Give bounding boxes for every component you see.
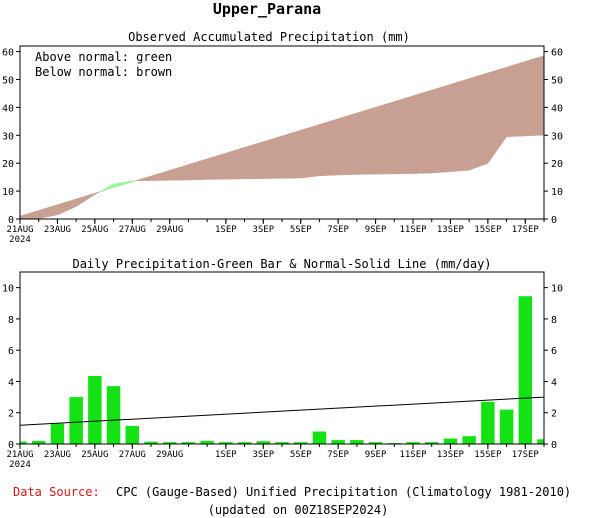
daily-bar-27 <box>518 296 533 444</box>
accum-xtick-label-3: 27AUG <box>119 225 146 235</box>
daily-x-sublabel: 2024 <box>9 460 31 470</box>
accum-ytick-label-right-3: 30 <box>551 131 563 142</box>
accum-xtick-label-12: 15SEP <box>474 225 502 235</box>
daily-bar-17 <box>331 440 345 444</box>
daily-bar-24 <box>462 436 476 444</box>
accum-xtick-label-10: 11SEP <box>399 225 427 235</box>
data-source-label: Data Source: <box>13 485 100 499</box>
daily-xtick-label-4: 29AUG <box>156 450 183 460</box>
daily-ytick-label-left-5: 10 <box>2 284 14 295</box>
daily-xtick-label-8: 7SEP <box>327 450 349 460</box>
legend-above-normal: Above normal: green <box>35 50 172 64</box>
accum-ytick-label-left-1: 10 <box>2 187 14 198</box>
daily-bar-4 <box>88 375 102 444</box>
daily-ytick-label-left-4: 8 <box>8 315 14 326</box>
daily-bar-22 <box>424 442 439 444</box>
accum-ytick-label-right-0: 0 <box>551 215 557 226</box>
daily-bar-1 <box>31 440 46 444</box>
accum-xtick-label-4: 29AUG <box>156 225 183 235</box>
daily-xtick-label-9: 9SEP <box>365 450 387 460</box>
accum-xtick-label-7: 5SEP <box>290 225 312 235</box>
daily-bar-0 <box>20 441 27 444</box>
daily-ytick-label-right-3: 6 <box>551 346 557 357</box>
accum-ytick-label-right-2: 20 <box>551 159 563 170</box>
accum-xtick-label-1: 23AUG <box>44 225 71 235</box>
daily-ytick-label-right-4: 8 <box>551 315 557 326</box>
daily-precipitation-chart: Daily Precipitation-Green Bar & Normal-S… <box>2 257 563 470</box>
daily-xtick-label-0: 21AUG <box>6 450 33 460</box>
accum-ytick-label-left-2: 20 <box>2 159 14 170</box>
daily-bar-26 <box>499 409 514 444</box>
accum-ytick-label-left-6: 60 <box>2 48 14 59</box>
daily-bar-15 <box>293 442 308 444</box>
daily-xtick-label-5: 1SEP <box>215 450 237 460</box>
accum-xtick-label-2: 25AUG <box>81 225 108 235</box>
accum-ytick-label-right-6: 60 <box>551 48 563 59</box>
daily-ytick-label-left-0: 0 <box>8 440 14 451</box>
daily-xtick-label-3: 27AUG <box>119 450 146 460</box>
daily-bar-10 <box>200 440 214 444</box>
daily-bar-9 <box>181 442 196 444</box>
accum-xtick-label-6: 3SEP <box>252 225 274 235</box>
daily-bar-13 <box>256 441 271 444</box>
daily-bar-6 <box>125 426 140 444</box>
daily-bar-19 <box>368 442 383 444</box>
daily-xtick-label-13: 17SEP <box>512 450 540 460</box>
daily-bar-8 <box>162 442 177 444</box>
data-source-text: CPC (Gauge-Based) Unified Precipitation … <box>116 485 571 499</box>
daily-bar-21 <box>406 442 420 444</box>
daily-bar-7 <box>144 441 158 444</box>
daily-bar-28 <box>537 439 544 444</box>
daily-xtick-label-10: 11SEP <box>399 450 427 460</box>
daily-xtick-label-6: 3SEP <box>252 450 274 460</box>
accum-xtick-label-11: 13SEP <box>437 225 465 235</box>
daily-bar-11 <box>219 442 233 444</box>
daily-ytick-label-left-2: 4 <box>8 377 14 388</box>
accum-xtick-label-0: 21AUG <box>6 225 33 235</box>
accum-ytick-label-left-3: 30 <box>2 131 14 142</box>
daily-chart-title: Daily Precipitation-Green Bar & Normal-S… <box>72 257 491 271</box>
daily-xtick-label-1: 23AUG <box>44 450 71 460</box>
accum-xtick-label-5: 1SEP <box>215 225 237 235</box>
daily-ytick-label-right-0: 0 <box>551 440 557 451</box>
accum-ytick-label-right-1: 10 <box>551 187 563 198</box>
daily-ytick-label-right-2: 4 <box>551 377 557 388</box>
page-title: Upper_Parana <box>213 0 321 18</box>
normal-daily-line <box>19 396 545 426</box>
daily-bar-16 <box>312 431 327 444</box>
daily-ytick-label-left-1: 2 <box>8 409 14 420</box>
accum-ytick-label-left-0: 0 <box>8 215 14 226</box>
daily-xtick-label-7: 5SEP <box>290 450 312 460</box>
accum-ytick-label-left-5: 50 <box>2 75 14 86</box>
accum-ytick-label-left-4: 40 <box>2 103 14 114</box>
daily-bar-5 <box>106 386 121 444</box>
daily-ytick-label-left-3: 6 <box>8 346 14 357</box>
daily-bar-23 <box>443 438 458 444</box>
daily-bar-12 <box>237 442 252 444</box>
footer: Data Source: CPC (Gauge-Based) Unified P… <box>13 485 571 517</box>
daily-bar-14 <box>275 442 289 444</box>
accum-xtick-label-9: 9SEP <box>365 225 387 235</box>
daily-bar-25 <box>481 401 495 444</box>
daily-bar-2 <box>50 423 65 444</box>
accumulated-precipitation-chart: Observed Accumulated Precipitation (mm) … <box>2 30 563 245</box>
daily-xtick-label-2: 25AUG <box>81 450 108 460</box>
accum-xtick-label-13: 17SEP <box>512 225 540 235</box>
accum-ytick-label-right-4: 40 <box>551 103 563 114</box>
daily-xtick-label-12: 15SEP <box>474 450 502 460</box>
daily-xtick-label-11: 13SEP <box>437 450 465 460</box>
daily-bar-3 <box>69 397 83 444</box>
accum-xtick-label-8: 7SEP <box>327 225 349 235</box>
legend-below-normal: Below normal: brown <box>35 65 172 79</box>
accum-x-sublabel: 2024 <box>9 235 31 245</box>
daily-ytick-label-right-1: 2 <box>551 409 557 420</box>
updated-text: (updated on 00Z18SEP2024) <box>208 503 389 517</box>
accumulated-chart-title: Observed Accumulated Precipitation (mm) <box>128 30 410 44</box>
accum-ytick-label-right-5: 50 <box>551 75 563 86</box>
daily-ytick-label-right-5: 10 <box>551 284 563 295</box>
daily-bar-18 <box>350 440 364 444</box>
